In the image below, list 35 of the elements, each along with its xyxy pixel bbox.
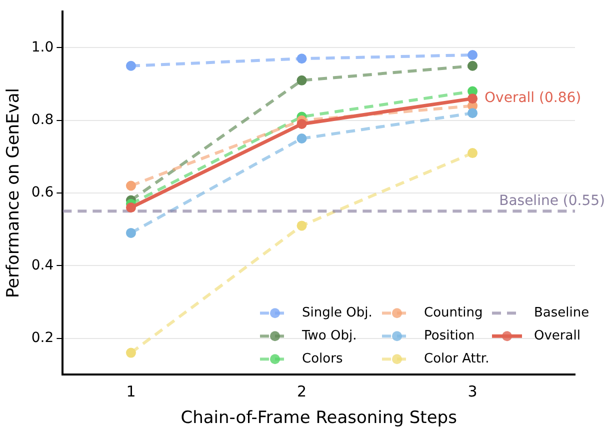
legend-label: Overall xyxy=(534,328,580,344)
point xyxy=(296,118,307,129)
point xyxy=(468,60,478,71)
x-axis-title: Chain-of-Frame Reasoning Steps xyxy=(180,408,458,428)
point xyxy=(296,220,307,231)
point xyxy=(296,134,307,144)
y-axis-title: Performance on GenEval xyxy=(4,88,24,298)
y-tick-label: 0.4 xyxy=(31,257,54,274)
x-tick-label: 2 xyxy=(296,382,307,400)
legend-label: Counting xyxy=(424,305,483,320)
point xyxy=(126,202,136,213)
legend-label: Baseline xyxy=(534,305,590,320)
point xyxy=(126,348,136,358)
point xyxy=(468,94,478,104)
point xyxy=(126,180,136,191)
annotation: Baseline (0.55) xyxy=(499,192,605,209)
x-tick-label: 1 xyxy=(126,382,136,400)
y-tick-label: 0.6 xyxy=(31,184,54,201)
legend-label: Two Obj. xyxy=(301,328,357,344)
point xyxy=(296,75,307,86)
legend-label: Color Attr. xyxy=(424,351,490,366)
y-tick-label: 0.2 xyxy=(31,330,54,346)
annotation: Overall (0.86) xyxy=(484,90,582,106)
point xyxy=(468,148,478,158)
x-tick-label: 3 xyxy=(468,382,478,400)
point xyxy=(126,228,136,238)
point xyxy=(468,50,478,60)
y-tick-label: 1.0 xyxy=(31,39,54,56)
point xyxy=(296,54,307,64)
legend-label: Position xyxy=(424,328,475,344)
point xyxy=(126,60,136,71)
legend-label: Colors xyxy=(302,351,343,366)
legend-label: Single Obj. xyxy=(302,305,372,320)
y-tick-label: 0.8 xyxy=(31,112,54,128)
point xyxy=(468,108,478,118)
